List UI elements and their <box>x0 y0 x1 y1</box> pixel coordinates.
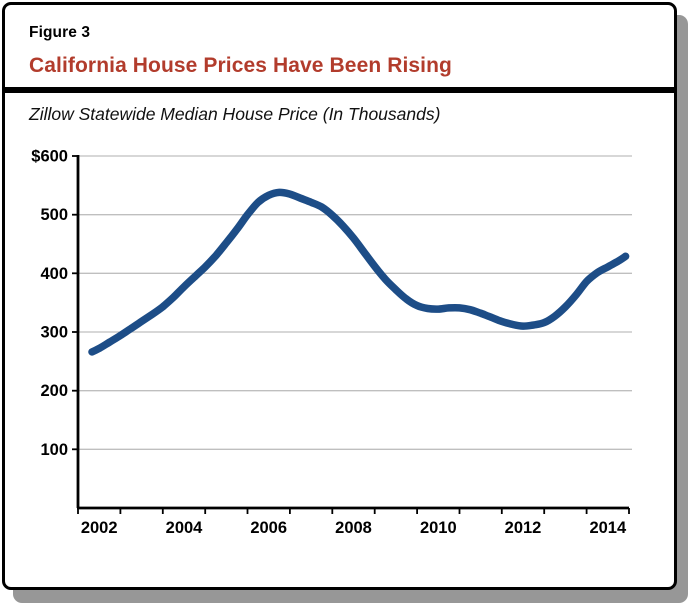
x-axis-label: 2010 <box>420 519 457 537</box>
x-axis-label: 2012 <box>505 519 542 537</box>
y-axis-label: 500 <box>40 206 68 224</box>
x-axis-label: 2002 <box>81 519 118 537</box>
x-axis-label: 2006 <box>250 519 287 537</box>
chart-subtitle: Zillow Statewide Median House Price (In … <box>29 104 441 124</box>
median-price-line <box>88 188 630 356</box>
figure-number: Figure 3 <box>29 24 91 41</box>
figure-card: Figure 3 California House Prices Have Be… <box>2 2 677 590</box>
price-chart: $600 500 400 300 200 100 2002 2004 2006 2008 2010 2… <box>31 148 632 537</box>
y-axis-label: 200 <box>40 382 68 400</box>
y-axis-label: 300 <box>40 324 68 342</box>
title-divider <box>5 87 674 93</box>
x-axis-label: 2004 <box>166 519 204 537</box>
y-axis-label: $600 <box>31 148 68 166</box>
x-axis-label: 2014 <box>589 519 627 537</box>
y-axis-label: 400 <box>40 265 68 283</box>
y-axis-label: 100 <box>40 441 68 459</box>
x-axis-label: 2008 <box>335 519 372 537</box>
figure-title: California House Prices Have Been Rising <box>29 54 452 77</box>
